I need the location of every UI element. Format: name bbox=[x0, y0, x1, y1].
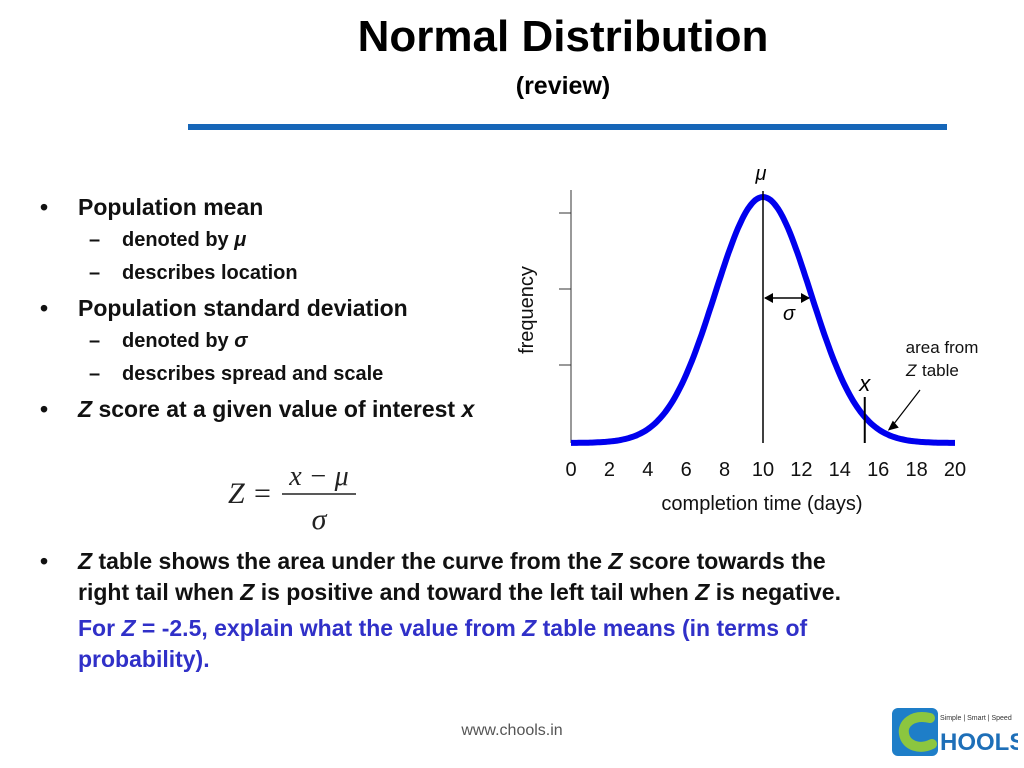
question-part: = -2.5, explain what the value from bbox=[141, 615, 516, 641]
bullet-icon: • bbox=[40, 194, 49, 220]
sub-bullet-denoted-mu: – denoted by μ bbox=[40, 227, 540, 253]
z-symbol: Z bbox=[78, 548, 93, 574]
sub-bullet-text: describes spread and scale bbox=[122, 363, 384, 385]
chart-axes bbox=[559, 190, 572, 443]
bullet-icon: • bbox=[40, 548, 49, 574]
formula-lhs: Z bbox=[228, 477, 245, 510]
logo-c-mark bbox=[898, 712, 937, 752]
bullet-icon: • bbox=[40, 396, 49, 422]
x-tick-label: 4 bbox=[642, 459, 653, 481]
z-symbol: Z bbox=[695, 579, 710, 605]
sub-bullet-denoted-sigma: – denoted by σ bbox=[40, 328, 540, 354]
slide-title: Normal Distribution bbox=[357, 12, 769, 61]
mu-symbol: μ bbox=[234, 229, 247, 251]
formula-equals: = bbox=[254, 477, 271, 510]
x-tick-label: 16 bbox=[867, 459, 889, 481]
dash-icon: – bbox=[89, 330, 101, 352]
z-symbol: Z bbox=[121, 615, 136, 641]
x-tick-label: 12 bbox=[790, 459, 812, 481]
sub-bullet-text: describes location bbox=[122, 262, 298, 284]
x-tick-labels: 0 2 4 6 8 10 12 14 16 18 20 bbox=[565, 459, 966, 481]
sigma-arrow bbox=[764, 293, 810, 303]
sub-bullet-text: denoted by bbox=[122, 330, 229, 352]
z-symbol: Z bbox=[240, 579, 255, 605]
x-tick-label: 6 bbox=[681, 459, 692, 481]
x-tick-label: 0 bbox=[565, 459, 576, 481]
bottom-text: • Z table shows the area under the curve… bbox=[40, 546, 940, 675]
logo-tagline: Simple | Smart | Speed bbox=[940, 715, 1012, 722]
z-symbol: Z bbox=[78, 396, 93, 422]
x-marker-label: x bbox=[858, 371, 871, 396]
dash-icon: – bbox=[89, 229, 101, 251]
sigma-arrow-head-left bbox=[764, 293, 773, 303]
bullet-list: • Population mean – denoted by μ – descr… bbox=[40, 192, 540, 429]
chools-logo: Simple | Smart | Speed HOOLS bbox=[892, 708, 1018, 756]
x-symbol: x bbox=[461, 396, 475, 422]
x-tick-label: 8 bbox=[719, 459, 730, 481]
bullet-text: table shows the area under the curve fro… bbox=[98, 548, 603, 574]
bullet-text: Population standard deviation bbox=[78, 295, 408, 321]
bullet-text: is negative. bbox=[715, 579, 841, 605]
area-annotation-z: Z bbox=[905, 361, 917, 380]
area-arrow-shaft bbox=[891, 389, 921, 427]
bullet-text: right tail when bbox=[78, 579, 234, 605]
sub-bullet-spread: – describes spread and scale bbox=[40, 361, 540, 387]
area-annotation-line2: table bbox=[922, 361, 959, 380]
x-tick-label: 10 bbox=[752, 459, 774, 481]
sub-bullet-text: denoted by bbox=[122, 229, 229, 251]
title-divider bbox=[188, 124, 947, 130]
question-part: table means (in terms of bbox=[542, 615, 808, 641]
sub-bullet-location: – describes location bbox=[40, 260, 540, 286]
x-tick-label: 14 bbox=[829, 459, 851, 481]
bullet-text: score at a given value of interest bbox=[98, 396, 456, 422]
area-annotation-line1: area from bbox=[906, 338, 979, 357]
logo-wordmark: HOOLS bbox=[940, 729, 1018, 756]
bullet-population-mean: • Population mean bbox=[40, 192, 540, 222]
mu-label: μ bbox=[755, 163, 767, 185]
x-tick-label: 18 bbox=[905, 459, 927, 481]
dash-icon: – bbox=[89, 363, 101, 385]
bullet-z-score: • Z score at a given value of interest x bbox=[40, 394, 540, 424]
formula-denominator: σ bbox=[312, 503, 328, 536]
sigma-symbol: σ bbox=[234, 330, 248, 352]
normal-distribution-chart: μ σ x area from Z table 0 2 4 6 8 10 12 14 16 18 2… bbox=[516, 163, 979, 515]
area-arrow-head bbox=[887, 420, 899, 431]
bullet-z-table: • Z table shows the area under the curve… bbox=[40, 546, 940, 608]
bullet-text: score towards the bbox=[628, 548, 826, 574]
footer-url: www.chools.in bbox=[461, 722, 563, 739]
bullet-icon: • bbox=[40, 295, 49, 321]
bullet-text: Population mean bbox=[78, 194, 264, 220]
sigma-arrow-head-right bbox=[801, 293, 810, 303]
question-text: For Z = -2.5, explain what the value fro… bbox=[40, 613, 940, 675]
sigma-label: σ bbox=[783, 303, 796, 325]
z-symbol: Z bbox=[608, 548, 623, 574]
z-symbol: Z bbox=[522, 615, 537, 641]
z-score-formula: Z = x − μ σ bbox=[228, 461, 356, 536]
area-arrow bbox=[887, 389, 921, 431]
x-tick-label: 20 bbox=[944, 459, 966, 481]
x-tick-label: 2 bbox=[604, 459, 615, 481]
slide-subtitle: (review) bbox=[515, 72, 611, 100]
dash-icon: – bbox=[89, 262, 101, 284]
question-part: probability). bbox=[78, 646, 210, 672]
y-axis-label: frequency bbox=[516, 266, 538, 354]
question-part: For bbox=[78, 615, 116, 641]
x-axis-label: completion time (days) bbox=[661, 493, 862, 515]
bullet-population-sd: • Population standard deviation bbox=[40, 293, 540, 323]
bullet-text: is positive and toward the left tail whe… bbox=[260, 579, 689, 605]
formula-numerator: x − μ bbox=[288, 461, 348, 492]
